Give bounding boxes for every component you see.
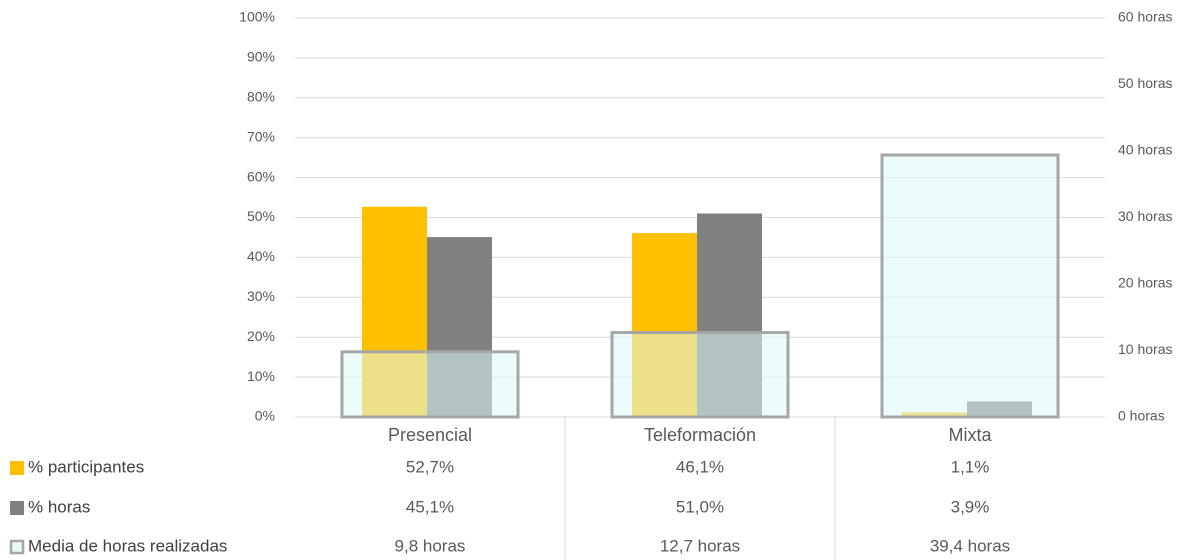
y-tick-label: 60% [247,168,275,184]
value-label: 9,8 horas [395,536,466,555]
y2-tick-label: 10 horas [1118,341,1172,357]
y2-tick-label: 0 horas [1118,408,1165,424]
y-tick-label: 50% [247,208,275,224]
legend-key [9,539,25,555]
legend-label: % horas [28,497,90,516]
x-tick-label: Presencial [388,425,472,445]
y-tick-label: 100% [239,9,275,25]
y-tick-label: 70% [247,128,275,144]
value-label: 51,0% [676,497,724,516]
bar [880,153,1060,419]
y2-tick-label: 20 horas [1118,275,1172,291]
x-tick-label: Mixta [948,425,992,445]
y-tick-label: 80% [247,89,275,105]
legend-key [10,501,24,515]
value-label: 1,1% [951,457,990,476]
value-label: 12,7 horas [660,536,740,555]
y-tick-label: 0% [255,408,275,424]
value-label: 3,9% [951,497,990,516]
legend-label: % participantes [28,457,144,476]
legend-key [10,461,24,475]
y-tick-label: 40% [247,248,275,264]
bar [610,331,790,419]
y-tick-label: 90% [247,49,275,65]
value-label: 39,4 horas [930,536,1010,555]
value-label: 52,7% [406,457,454,476]
y2-tick-label: 60 horas [1118,9,1172,25]
y-tick-label: 20% [247,328,275,344]
value-label: 45,1% [406,497,454,516]
y2-tick-label: 50 horas [1118,75,1172,91]
y-tick-label: 30% [247,288,275,304]
bar [340,350,520,419]
x-tick-label: Teleformación [644,425,756,445]
legend-label: Media de horas realizadas [28,536,227,555]
y2-tick-label: 40 horas [1118,142,1172,158]
y2-tick-label: 30 horas [1118,208,1172,224]
y-tick-label: 10% [247,368,275,384]
value-label: 46,1% [676,457,724,476]
